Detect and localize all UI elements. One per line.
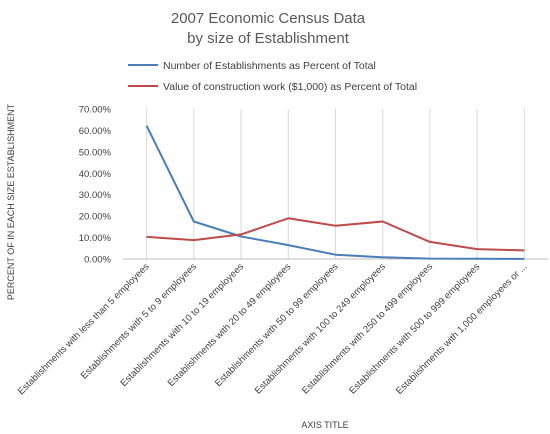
x-axis-title: AXIS TITLE: [301, 420, 348, 430]
y-tick-label: 50.00%: [79, 147, 112, 158]
legend-label-series-2: Value of construction work ($1,000) as P…: [163, 81, 417, 93]
y-tick-label: 20.00%: [79, 212, 112, 223]
y-axis-title: PERCENT OF IN EACH SIZE ESTABLISHMENT: [6, 103, 16, 300]
series-line-1: [145, 125, 525, 260]
y-tick-label: 60.00%: [79, 126, 112, 137]
y-tick-label: 70.00%: [79, 105, 112, 116]
series-lines: [145, 125, 525, 260]
legend: Number of Establishments as Percent of T…: [128, 60, 417, 93]
gridlines: [146, 109, 525, 259]
chart-title: 2007 Economic Census Data by size of Est…: [171, 10, 366, 47]
x-tick-labels: Establishments with less than 5 employee…: [16, 261, 530, 397]
y-tick-labels: 0.00% 10.00% 20.00% 30.00% 40.00% 50.00% 60.00…: [79, 105, 112, 266]
legend-label-series-1: Number of Establishments as Percent of T…: [163, 60, 376, 72]
chart-title-line-1: 2007 Economic Census Data: [171, 10, 366, 27]
y-tick-label: 0.00%: [84, 255, 111, 266]
series-line-2: [146, 217, 525, 252]
y-tick-label: 30.00%: [79, 190, 112, 201]
y-tick-label: 40.00%: [79, 169, 112, 180]
y-tick-label: 10.00%: [79, 233, 112, 244]
chart-title-line-2: by size of Establishment: [187, 30, 350, 47]
